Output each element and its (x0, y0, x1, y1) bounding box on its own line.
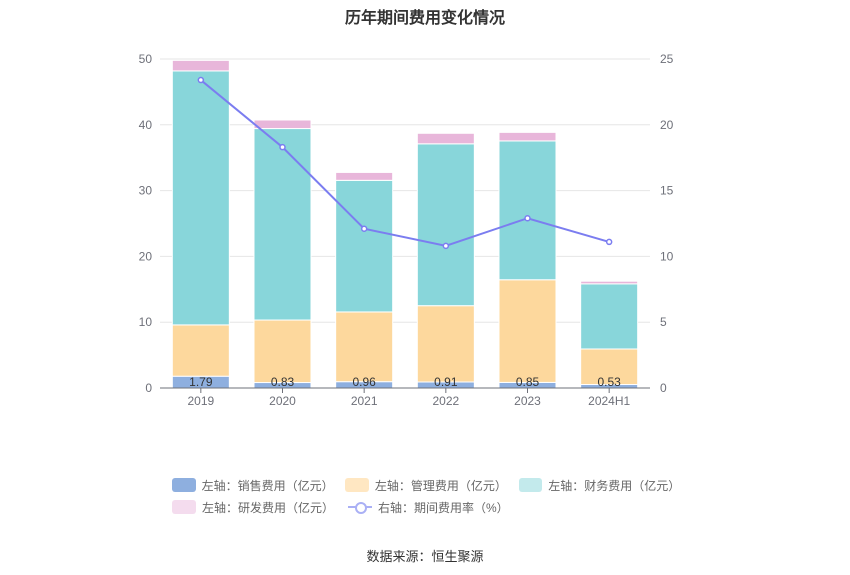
bar-admin-2020 (253, 319, 312, 384)
legend-label-rnd: 左轴：研发费用（亿元） (202, 500, 335, 515)
legend-item-admin[interactable]: 左轴：管理费用（亿元） (345, 477, 507, 494)
bar-finance-2023 (498, 140, 557, 281)
legend-swatch-rnd (172, 500, 196, 514)
bar-admin-2021 (335, 311, 394, 383)
rate-line (197, 76, 613, 250)
x-tick-label: 2022 (432, 394, 459, 408)
x-tick-label: 2019 (187, 394, 214, 408)
right-tick-label: 5 (660, 315, 667, 329)
right-tick-label: 10 (660, 249, 674, 263)
chart-title: 历年期间费用变化情况 (344, 10, 505, 27)
right-tick-label: 0 (660, 381, 667, 395)
left-tick-label: 0 (145, 381, 152, 395)
data-label-sales: 1.79 (189, 375, 213, 389)
bar-rnd-2023 (498, 131, 557, 142)
left-axis: 0 10 20 30 40 50 (139, 52, 153, 395)
x-tick-label: 2021 (351, 394, 378, 408)
data-source: 数据来源：恒生聚源 (366, 549, 484, 564)
bars (171, 59, 639, 389)
right-tick-label: 20 (660, 118, 674, 132)
legend-label-sales: 左轴：销售费用（亿元） (201, 478, 334, 493)
rate-point (360, 225, 368, 233)
x-tick-label: 2024H1 (588, 394, 630, 408)
data-label-sales: 0.85 (516, 375, 540, 389)
legend-swatch-rate (348, 500, 373, 514)
bar-finance-2019 (171, 70, 230, 326)
bar-admin-2024H1 (580, 348, 639, 386)
legend-item-finance[interactable]: 左轴：财务费用（亿元） (518, 477, 681, 494)
rate-point (442, 242, 450, 250)
bar-rnd-2021 (335, 171, 394, 181)
right-tick-label: 25 (660, 52, 674, 66)
data-label-sales: 0.96 (352, 375, 376, 389)
legend-label-admin: 左轴：管理费用（亿元） (374, 478, 507, 493)
x-axis: 2019 2020 2021 2022 2023 2024H1 (160, 387, 650, 408)
x-tick-label: 2020 (269, 394, 296, 408)
bar-finance-2021 (335, 179, 394, 313)
rate-point (524, 214, 531, 222)
right-tick-label: 15 (660, 184, 674, 198)
legend-item-sales[interactable]: 左轴：销售费用（亿元） (172, 477, 334, 494)
x-tick-label: 2023 (514, 394, 541, 408)
left-tick-label: 50 (139, 52, 153, 66)
bar-rnd-2024H1 (580, 280, 639, 285)
left-tick-label: 30 (139, 184, 153, 198)
bar-finance-2024H1 (580, 283, 639, 350)
legend-swatch-sales (172, 478, 196, 492)
bar-finance-2022 (416, 143, 475, 307)
rate-line-path (200, 79, 610, 247)
grid-lines (160, 58, 650, 323)
right-axis: 0 5 10 15 20 25 (660, 52, 674, 395)
left-tick-label: 10 (139, 315, 153, 329)
legend-swatch-finance (518, 478, 543, 492)
bar-admin-2022 (416, 305, 475, 383)
left-tick-label: 20 (139, 249, 153, 263)
data-label-sales: 0.91 (434, 375, 458, 389)
bar-admin-2023 (498, 279, 557, 383)
legend-label-rate: 右轴：期间费用率（%） (378, 500, 509, 515)
data-labels: 1.79 0.83 0.96 0.91 0.85 0.53 (189, 375, 621, 389)
legend-swatch-admin (345, 478, 369, 492)
rate-point (197, 76, 205, 84)
data-label-sales: 0.53 (597, 375, 621, 389)
rate-point (279, 143, 286, 151)
legend-item-rate[interactable]: 右轴：期间费用率（%） (348, 499, 509, 516)
bar-finance-2020 (253, 128, 312, 321)
bar-rnd-2019 (171, 59, 230, 72)
data-label-sales: 0.83 (271, 375, 295, 389)
left-tick-label: 40 (139, 118, 153, 132)
bar-rnd-2022 (416, 132, 475, 145)
legend-label-finance: 左轴：财务费用（亿元） (548, 478, 681, 493)
legend: 左轴：销售费用（亿元） 左轴：管理费用（亿元） 左轴：财务费用（亿元） 左轴：研… (172, 474, 692, 518)
bar-admin-2019 (171, 324, 230, 377)
legend-item-rnd[interactable]: 左轴：研发费用（亿元） (172, 499, 334, 516)
bar-rnd-2020 (253, 119, 312, 130)
rate-point (605, 238, 613, 246)
